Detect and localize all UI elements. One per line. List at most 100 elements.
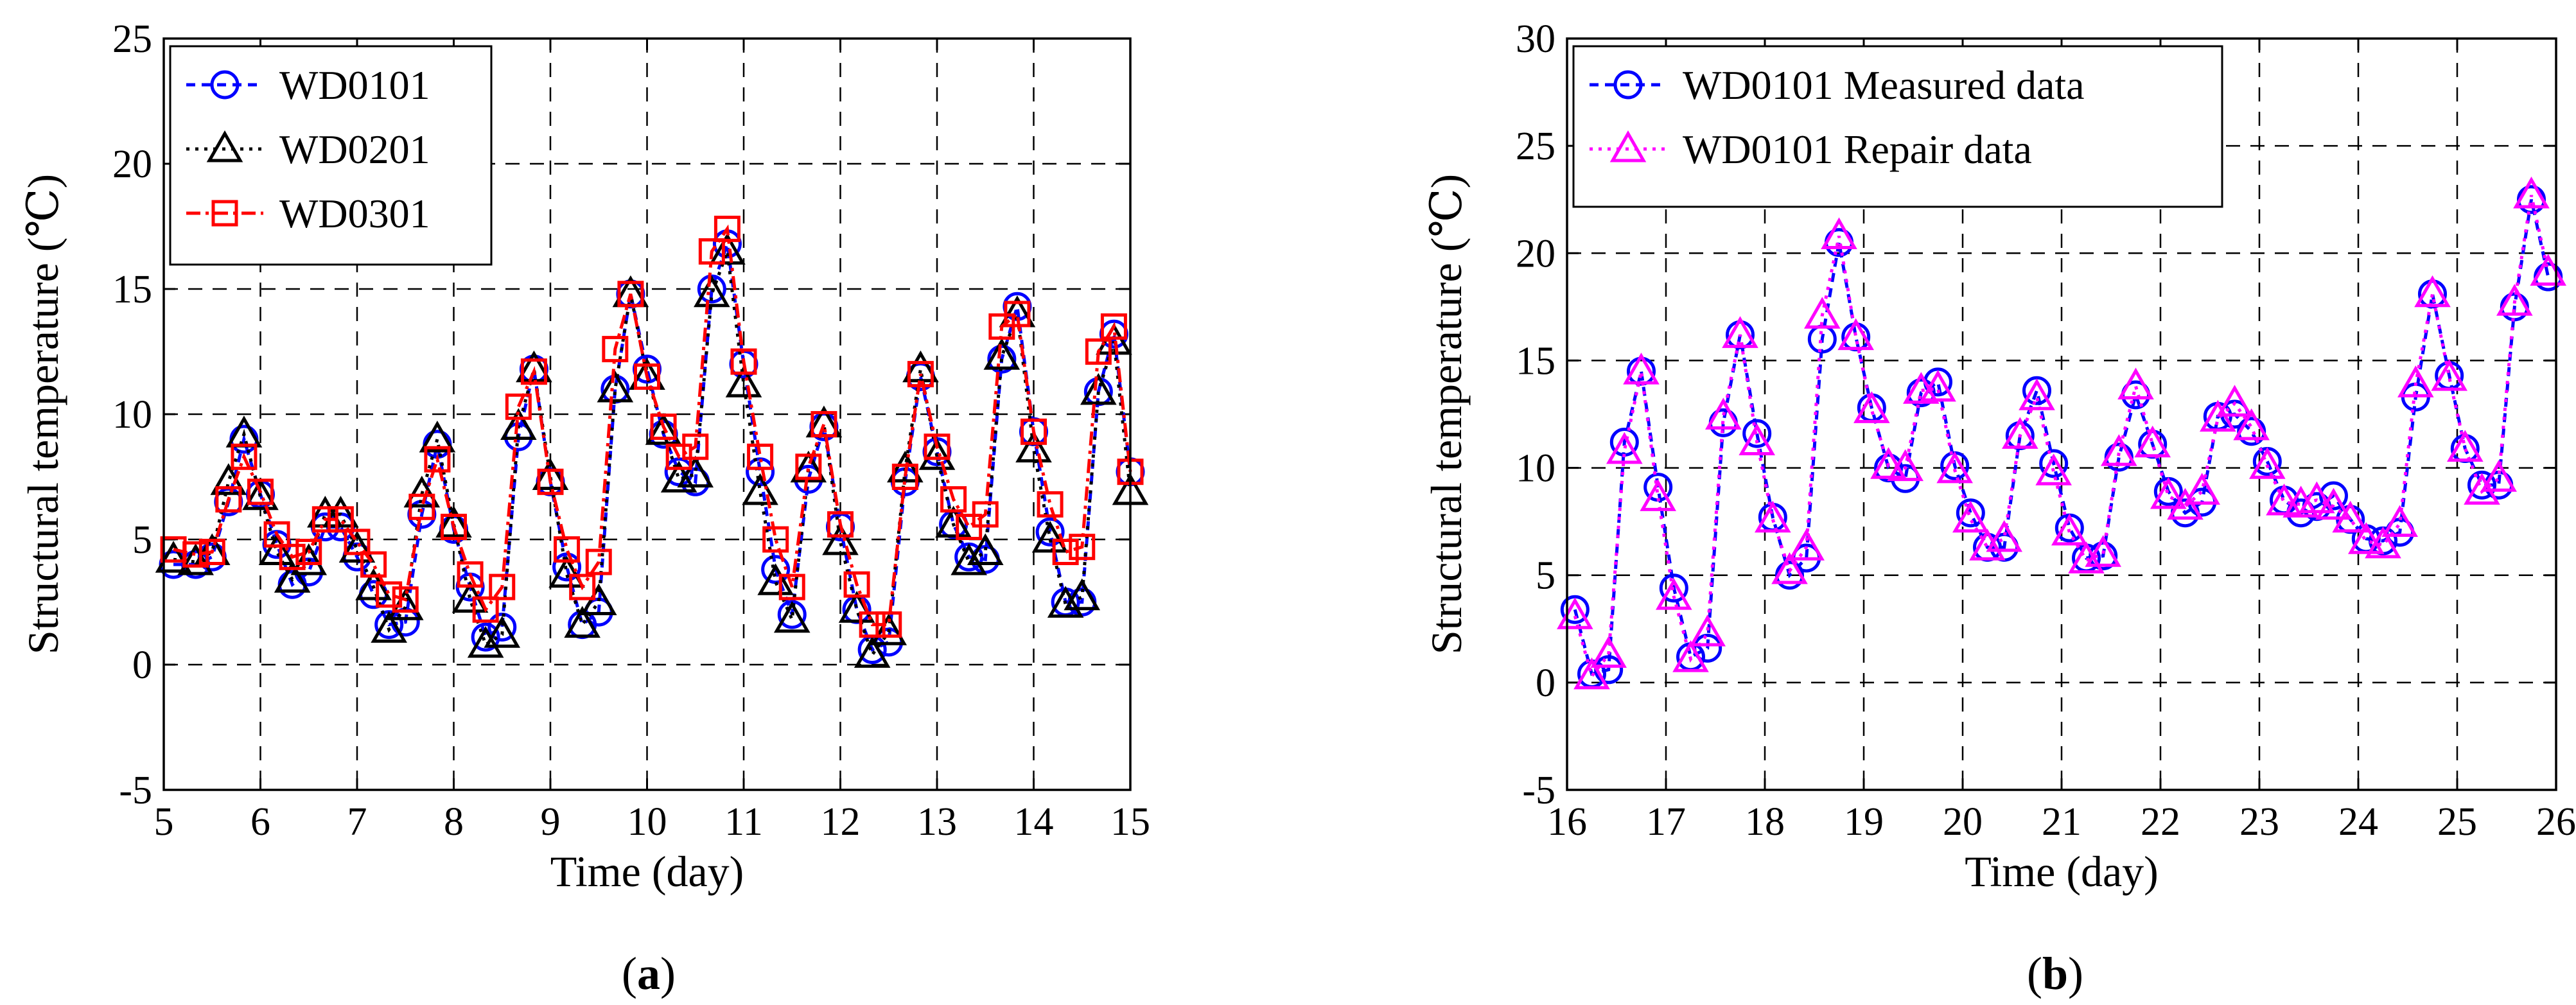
data-point	[2002, 417, 2038, 449]
legend-marker	[1613, 70, 1643, 100]
chart-panel-a: 5 6 7 8 9 10 11 12 13 14 15 -5 0 5 10 15 20 25 Time (day) S…	[19, 17, 1150, 896]
series-line-wd0101-repair-data	[1573, 195, 2550, 680]
data-point	[1870, 447, 1907, 479]
data-point	[1590, 636, 1627, 668]
data-point	[951, 543, 987, 575]
data-point	[854, 636, 891, 668]
y-tick-label: 15	[112, 268, 152, 311]
caption-b-open: (	[2027, 948, 2042, 999]
x-tick-label: 18	[1745, 800, 1785, 844]
data-point	[215, 486, 242, 513]
data-point	[258, 533, 295, 565]
y-axis-label: Structural temperature (℃)	[19, 174, 67, 654]
data-point	[822, 523, 859, 555]
data-point	[1986, 520, 2022, 552]
data-point	[2467, 470, 2496, 500]
data-point	[290, 543, 328, 575]
x-tick-label: 8	[444, 800, 464, 844]
data-point	[1739, 423, 1775, 455]
y-tick-label: 5	[1536, 554, 1555, 598]
plot-frame	[162, 37, 1132, 791]
data-point	[2216, 385, 2253, 417]
data-point	[1853, 391, 1890, 423]
x-tick-label: 9	[541, 800, 561, 844]
data-point	[2348, 522, 2385, 554]
data-point	[2299, 481, 2335, 514]
data-point	[778, 573, 805, 600]
data-point	[505, 393, 532, 420]
y-tick-label: -5	[1522, 769, 1555, 812]
data-point	[2447, 430, 2484, 462]
data-point	[725, 365, 762, 398]
data-point	[650, 414, 677, 440]
data-point	[742, 473, 778, 505]
y-tick-label: -5	[119, 769, 152, 812]
data-point	[790, 450, 827, 483]
data-point	[1705, 398, 1742, 430]
x-tick-label: 15	[1110, 800, 1150, 844]
legend: WD0101 Measured data WD0101 Repair data	[1572, 45, 2223, 208]
data-point	[709, 232, 746, 265]
data-point	[987, 344, 1017, 374]
legend-item-wd0101: WD0101	[186, 62, 430, 108]
data-point	[295, 539, 322, 565]
data-point	[1771, 552, 1808, 584]
legend: WD0101 WD0201 WD0301	[169, 45, 493, 266]
data-point	[2315, 487, 2352, 520]
data-point	[392, 586, 419, 613]
data-point	[1560, 595, 1590, 624]
data-point	[2117, 367, 2154, 400]
data-point	[2035, 453, 2072, 485]
y-tick-label: 0	[132, 643, 152, 687]
data-point	[1742, 419, 1772, 448]
data-point	[2068, 541, 2105, 573]
legend-box	[169, 45, 493, 266]
data-point	[1920, 369, 1956, 402]
data-point	[1037, 491, 1064, 518]
data-point	[327, 506, 354, 533]
legend-item-wd0201: WD0201	[186, 127, 430, 172]
data-point	[2184, 473, 2220, 505]
data-point	[1623, 353, 1660, 385]
data-point	[1100, 313, 1127, 340]
legend-marker	[211, 200, 238, 227]
chart-panel-b: 16 17 18 19 20 21 22 23 24 25 26 -5 0 5 10 15 20 25 30 Time…	[1422, 17, 2576, 896]
caption-b: (b)	[2027, 948, 2083, 999]
data-point	[242, 478, 279, 511]
y-tick-label: 20	[1516, 232, 1555, 275]
caption-b-close: )	[2068, 948, 2083, 999]
data-point	[2381, 505, 2418, 537]
data-point	[1640, 479, 1676, 511]
data-point	[322, 495, 359, 528]
legend-item-wd0301: WD0301	[186, 191, 430, 236]
data-point	[1085, 338, 1112, 365]
data-point	[2480, 460, 2517, 492]
data-point	[371, 611, 407, 643]
data-point	[1887, 449, 1923, 482]
data-point	[487, 613, 517, 642]
y-tick-label: 10	[112, 393, 152, 437]
data-point	[2414, 275, 2451, 308]
data-point	[1969, 529, 2006, 561]
data-point	[1804, 297, 1841, 329]
data-point	[1722, 316, 1758, 348]
data-point	[2513, 176, 2550, 209]
data-point	[682, 433, 709, 460]
data-point	[2019, 378, 2055, 410]
x-axis-label: Time (day)	[1965, 847, 2159, 896]
data-point	[634, 363, 660, 390]
y-tick-label: 0	[1536, 661, 1555, 705]
x-tick-label: 23	[2239, 800, 2279, 844]
data-point	[2249, 447, 2286, 479]
data-point	[1015, 430, 1052, 463]
y-tick-label: 30	[1516, 17, 1555, 61]
data-point	[2397, 365, 2434, 398]
data-point	[597, 370, 634, 403]
data-point	[231, 443, 258, 470]
x-tick-label: 6	[250, 800, 270, 844]
data-point	[1052, 539, 1079, 565]
data-point	[500, 408, 537, 440]
data-point	[2101, 434, 2137, 466]
data-point	[761, 555, 791, 584]
